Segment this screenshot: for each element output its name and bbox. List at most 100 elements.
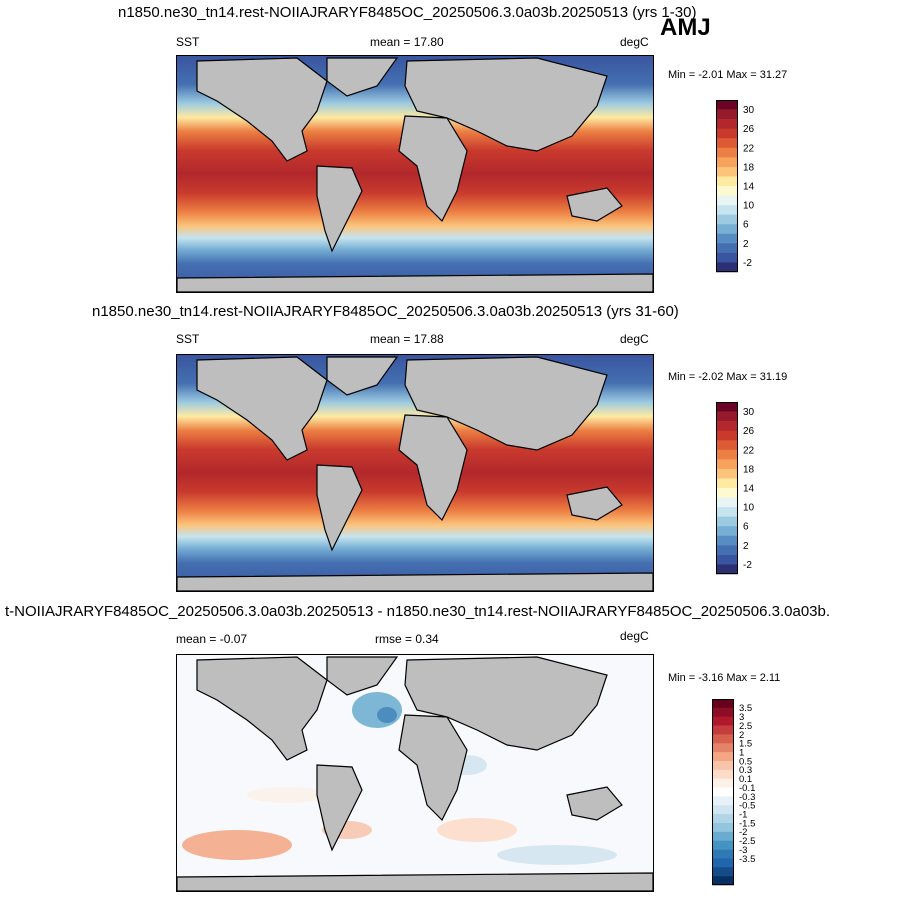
panel3-colorbar-swatch xyxy=(712,840,734,850)
panel3-colorbar-swatch xyxy=(712,858,734,868)
panel3-colorbar-tick-label: -0.1 xyxy=(739,783,755,794)
panel3-colorbar-swatch xyxy=(712,823,734,833)
panel3-colorbar-swatch xyxy=(712,831,734,842)
panel1-colorbar-swatch xyxy=(716,157,738,168)
panel3-colorbar-tick-label: -0.5 xyxy=(739,801,755,812)
panel2-colorbar-tick-label: 18 xyxy=(743,464,755,475)
panel3-colorbar-tick-label: -0.3 xyxy=(739,792,755,803)
panel2-colorbar-swatch xyxy=(716,411,738,422)
panel2-title: n1850.ne30_tn14.rest-NOIIAJRARYF8485OC_2… xyxy=(92,303,679,320)
panel3-continents xyxy=(177,656,653,891)
panel2-colorbar-swatch xyxy=(716,507,738,517)
panel2-colorbar-swatch xyxy=(716,564,738,575)
panel1-colorbar-swatch xyxy=(716,195,738,206)
panel3-colorbar-swatch xyxy=(712,805,734,815)
panel1-colorbar-swatch xyxy=(716,128,738,139)
panel3-colorbar-tick-label: -1.5 xyxy=(739,818,755,829)
panel3-colorbar-tick-label: 3.5 xyxy=(739,703,752,714)
panel2-colorbar-swatch xyxy=(716,554,738,565)
panel3-colorbar: 3.5 3 2.5 2 1.5 1 0.5 0.3 0.1 -0.1 -0.3 -0.5 -1 -1.5-… xyxy=(712,699,772,887)
panel3-colorbar-tick-label: -1 xyxy=(739,809,747,820)
panel1-colorbar-swatch xyxy=(716,109,738,120)
panel3-colorbar-swatch xyxy=(712,716,734,726)
panel2-minmax-label: Min = -2.02 Max = 31.19 xyxy=(668,371,788,383)
panel2-map xyxy=(176,354,654,592)
panel3-colorbar-tick-label: 0.3 xyxy=(739,765,752,776)
panel2-colorbar-tick-label: -2 xyxy=(743,560,752,571)
panel2-colorbar-swatch xyxy=(716,526,738,537)
panel3-colorbar-swatch xyxy=(712,743,734,753)
panel2-colorbar-frame xyxy=(716,402,738,574)
panel1-colorbar-tick-label: -2 xyxy=(743,258,752,269)
panel3-colorbar-swatch xyxy=(712,725,734,735)
panel2-colorbar-swatch xyxy=(716,459,738,470)
panel1-colorbar-tick-label: 6 xyxy=(743,220,749,231)
panel1-colorbar-swatch xyxy=(716,186,738,196)
season-label: AMJ xyxy=(660,14,711,41)
panel2-units-label: degC xyxy=(620,332,649,346)
panel1-continents xyxy=(177,57,653,292)
panel2-colorbar-swatch xyxy=(716,468,738,479)
panel2-colorbar-swatch xyxy=(716,545,738,556)
panel1-colorbar-tick-label: 14 xyxy=(743,182,755,193)
panel1-colorbar-swatch xyxy=(716,138,738,149)
panel2-colorbar-tick-label: 6 xyxy=(743,522,749,533)
panel1-colorbar-tick-label: 22 xyxy=(743,143,755,154)
panel2-colorbar-tick-label: 10 xyxy=(743,503,755,514)
panel1-colorbar-swatch xyxy=(716,262,738,273)
panel3-rmse-label: rmse = 0.34 xyxy=(375,632,439,646)
panel1-mean-label: mean = 17.80 xyxy=(370,35,444,49)
panel2-variable-label: SST xyxy=(176,332,200,346)
panel1-colorbar-swatch xyxy=(716,147,738,158)
panel3-colorbar-swatch xyxy=(712,814,734,824)
panel3-colorbar-tick-label: 0.1 xyxy=(739,774,752,785)
panel1-colorbar-tick-label: 26 xyxy=(743,124,755,135)
panel1-title: n1850.ne30_tn14.rest-NOIIAJRARYF8485OC_2… xyxy=(118,4,697,21)
panel2-colorbar-swatch xyxy=(716,430,738,441)
panel2-mean-label: mean = 17.88 xyxy=(370,332,444,346)
panel3-colorbar-swatch xyxy=(712,752,734,762)
panel2-colorbar-swatch xyxy=(716,402,738,412)
panel1-colorbar-swatch xyxy=(716,252,738,263)
panel2-colorbar-swatch xyxy=(716,421,738,431)
panel3-minmax-label: Min = -3.16 Max = 2.11 xyxy=(668,672,781,684)
panel1-colorbar-frame xyxy=(716,100,738,272)
panel3-colorbar-tick-label: 2.5 xyxy=(739,721,752,732)
panel3-colorbar-swatch xyxy=(712,796,734,806)
panel3-colorbar-swatch xyxy=(712,876,734,886)
panel1-colorbar-tick-label: 2 xyxy=(743,239,749,250)
panel1-colorbar-tick-label: 30 xyxy=(743,105,755,116)
panel2-colorbar-swatch xyxy=(716,535,738,546)
panel2-continents xyxy=(177,356,653,591)
panel2-colorbar-tick-label: 30 xyxy=(743,407,755,418)
panel3-colorbar-tick-label: -2.5 xyxy=(739,836,755,847)
panel3-colorbar-tick-label: 1 xyxy=(739,747,744,758)
panel3-colorbar-swatch xyxy=(712,699,734,709)
panel3-colorbar-swatch xyxy=(712,787,734,797)
panel1-colorbar-swatch xyxy=(716,100,738,110)
panel2-colorbar-tick-label: 26 xyxy=(743,426,755,437)
panel3-colorbar-swatch xyxy=(712,707,734,718)
panel1-colorbar-swatch xyxy=(716,243,738,254)
panel2-colorbar-swatch xyxy=(716,497,738,508)
panel3-title: t-NOIIAJRARYF8485OC_20250506.3.0a03b.202… xyxy=(5,603,831,620)
panel3-colorbar-tick-label: 0.5 xyxy=(739,756,752,767)
panel3-colorbar-swatch xyxy=(712,761,734,771)
panel3-units-label: degC xyxy=(620,629,649,643)
panel1-colorbar-swatch xyxy=(716,233,738,244)
panel1-colorbar-swatch xyxy=(716,214,738,225)
panel3-mean-label: mean = -0.07 xyxy=(176,632,248,646)
panel3-colorbar-tick-label: 1.5 xyxy=(739,739,752,750)
panel1-colorbar-swatch xyxy=(716,224,738,235)
panel2-colorbar-tick-label: 14 xyxy=(743,484,755,495)
panel1-units-label: degC xyxy=(620,35,649,49)
panel2-colorbar-swatch xyxy=(716,478,738,489)
panel3-colorbar-frame xyxy=(712,699,734,885)
panel1-colorbar-swatch xyxy=(716,166,738,177)
panel1-colorbar: 30 26 22 18 14 10 6 2 -2 xyxy=(716,100,776,275)
panel1-colorbar-swatch xyxy=(716,205,738,215)
panel3-colorbar-tick-label: 2 xyxy=(739,730,744,741)
panel2-colorbar-swatch xyxy=(716,516,738,527)
panel2-colorbar: 30 26 22 18 14 10 6 2 -2 xyxy=(716,402,776,577)
panel1-colorbar-swatch xyxy=(716,119,738,129)
